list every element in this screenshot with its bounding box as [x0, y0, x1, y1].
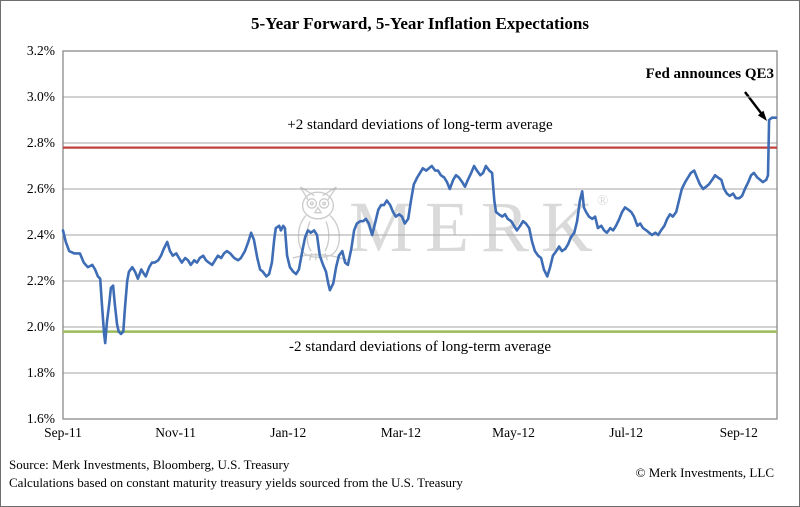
y-tick-label: 2.8% — [26, 135, 55, 150]
registered-mark: ® — [597, 193, 609, 209]
x-tick-label: Nov-11 — [155, 425, 196, 440]
qe3-annotation: Fed announces QE3 — [645, 66, 774, 82]
upper-band-label: +2 standard deviations of long-term aver… — [287, 117, 553, 133]
y-tick-label: 1.6% — [26, 411, 55, 426]
y-tick-label: 3.0% — [26, 89, 55, 104]
x-tick-label: Jan-12 — [270, 425, 307, 440]
source-note: Source: Merk Investments, Bloomberg, U.S… — [9, 457, 290, 472]
y-tick-label: 3.2% — [26, 43, 55, 58]
y-tick-label: 1.8% — [26, 365, 55, 380]
y-tick-label: 2.0% — [26, 319, 55, 334]
chart-title: 5-Year Forward, 5-Year Inflation Expecta… — [251, 14, 589, 33]
y-tick-label: 2.6% — [26, 181, 55, 196]
x-tick-label: Mar-12 — [380, 425, 421, 440]
qe3-arrow-icon — [744, 91, 767, 121]
y-tick-label: 2.2% — [26, 273, 55, 288]
copyright-note: © Merk Investments, LLC — [635, 465, 774, 480]
x-tick-label: Jul-12 — [609, 425, 643, 440]
x-tick-label: May-12 — [492, 425, 535, 440]
y-tick-label: 2.4% — [26, 227, 55, 242]
calculation-note: Calculations based on constant maturity … — [9, 475, 463, 490]
x-tick-label: Sep-11 — [44, 425, 82, 440]
lower-band-label: -2 standard deviations of long-term aver… — [289, 339, 551, 355]
series-line — [61, 116, 778, 345]
x-tick-label: Sep-12 — [719, 425, 758, 440]
